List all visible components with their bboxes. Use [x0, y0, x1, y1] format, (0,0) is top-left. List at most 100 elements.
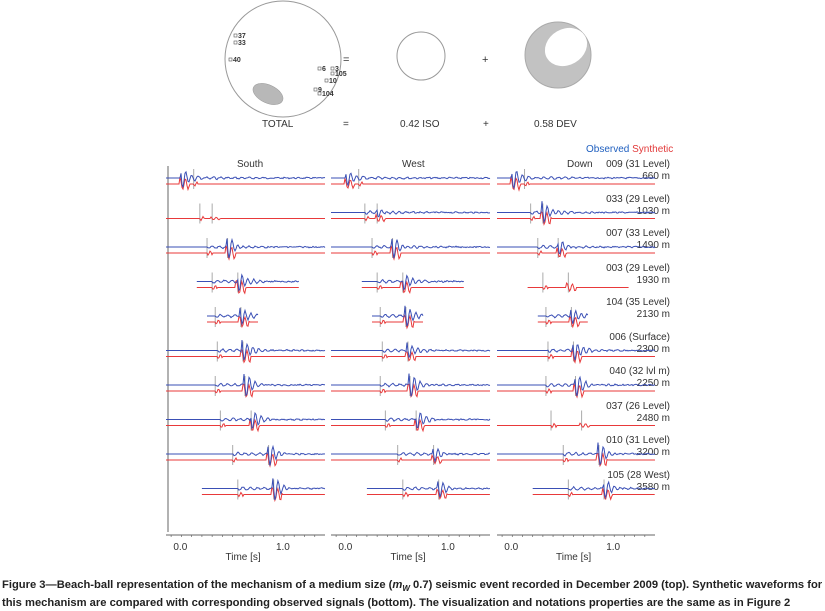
svg-text:10: 10 [329, 78, 337, 85]
waveform-trace-south [201, 478, 326, 503]
observed-waveform [166, 444, 326, 466]
station-name: 105 (28 West) [607, 469, 670, 481]
station-marker: 10 [324, 78, 337, 85]
observed-waveform [166, 237, 326, 258]
waveform-trace-down [527, 272, 629, 293]
station-marker: 33 [233, 40, 246, 47]
equals-label: = [343, 119, 349, 130]
iso-beachball [396, 31, 446, 81]
waveform-trace-west [331, 203, 490, 224]
station-distance: 2250 m [636, 378, 670, 389]
svg-text:3: 3 [335, 66, 339, 73]
figure-caption: Figure 3—Beach-ball representation of th… [2, 578, 824, 611]
station-label: 009 (31 Level) 660 m [606, 159, 670, 183]
total-beachball [224, 0, 342, 118]
synthetic-waveform [497, 348, 655, 365]
synthetic-waveform [497, 210, 655, 226]
synthetic-waveform [201, 485, 325, 503]
time-axis-label: Time [s] [556, 552, 592, 563]
waveform-trace-west [331, 410, 491, 433]
synthetic-waveform [331, 418, 490, 433]
dev-beachball [524, 21, 592, 89]
svg-text:37: 37 [238, 33, 246, 40]
caption-lead: Figure 3—Beach-ball representation of th… [2, 579, 393, 591]
station-label: 007 (33 Level) 1490 m [606, 228, 670, 252]
station-distance: 1490 m [636, 240, 670, 251]
observed-waveform [166, 411, 326, 430]
station-distance: 1930 m [636, 274, 670, 286]
synthetic-waveform [196, 279, 299, 295]
observed-waveform [331, 208, 490, 218]
station-name: 037 (26 Level) [606, 400, 670, 412]
station-name: 033 (29 Level) [606, 193, 670, 205]
waveform-trace-down [497, 375, 655, 399]
station-label: 010 (31 Level) 3200 m [606, 435, 670, 459]
waveform-trace-west [361, 272, 464, 295]
synthetic-waveform [207, 315, 258, 329]
observed-waveform [497, 442, 656, 466]
column-header-south: South [237, 159, 264, 170]
time-tick-label: 0.0 [338, 542, 353, 553]
waveform-panels [166, 166, 656, 537]
observed-waveform [196, 273, 300, 292]
column-header-down: Down [567, 159, 593, 170]
synthetic-waveform [166, 176, 325, 192]
station-label: 040 (32 lvl m) 2250 m [609, 366, 670, 390]
station-name: 104 (35 Level) [606, 297, 670, 308]
equals-sign: = [343, 54, 349, 66]
waveform-trace-west [331, 238, 491, 261]
waveform-trace-down [532, 479, 655, 501]
station-marker: 40 [228, 57, 241, 64]
synthetic-waveform [537, 313, 588, 329]
svg-text:9: 9 [318, 87, 322, 94]
svg-text:33: 33 [238, 40, 246, 47]
synthetic-waveform [361, 280, 464, 295]
waveform-trace-south [166, 169, 326, 192]
station-distance: 2300 m [636, 343, 670, 355]
observed-waveform [366, 481, 491, 498]
station-label: 105 (28 West) 3580 m [607, 470, 670, 494]
waveform-trace-south [166, 203, 325, 224]
station-name: 010 (31 Level) [606, 435, 670, 446]
total-compressional-region [252, 83, 284, 105]
observed-waveform [497, 375, 655, 397]
station-distance: 2480 m [636, 412, 670, 424]
station-label: 104 (35 Level) 2130 m [606, 297, 670, 321]
observed-waveform [537, 309, 589, 324]
time-tick-label: 1.0 [606, 542, 621, 553]
station-marker: 9 [313, 87, 322, 94]
synthetic-waveform [497, 452, 655, 468]
station-name: 040 (32 lvl m) [609, 366, 670, 377]
time-tick-label: 0.0 [173, 542, 188, 553]
observed-waveform [372, 305, 424, 327]
waveform-trace-south [166, 237, 326, 261]
waveform-trace-west [331, 169, 491, 190]
waveform-trace-south [166, 444, 326, 468]
station-marker: 104 [317, 91, 334, 98]
station-distance: 1030 m [636, 205, 670, 217]
time-axis-label: Time [s] [225, 552, 261, 563]
observed-waveform [331, 373, 491, 397]
waveform-trace-down [497, 442, 656, 468]
waveform-trace-down [497, 169, 656, 192]
caption-mw: mW [392, 579, 410, 594]
waveform-trace-west [331, 445, 491, 465]
observed-waveform [497, 344, 656, 361]
synthetic-waveform [166, 215, 325, 222]
svg-text:104: 104 [322, 91, 334, 98]
station-label: 033 (29 Level) 1030 m [606, 194, 670, 218]
waveform-trace-west [366, 479, 491, 500]
observed-waveform [331, 447, 491, 464]
observed-waveform [166, 170, 326, 188]
dev-label: 0.58 DEV [534, 119, 577, 130]
station-label: 006 (Surface) 2300 m [609, 332, 670, 356]
total-label: TOTAL [262, 119, 294, 130]
waveform-trace-west [372, 305, 424, 330]
station-marker: 37 [233, 33, 246, 40]
station-distance: 660 m [642, 171, 670, 182]
svg-text:6: 6 [322, 66, 326, 73]
station-name: 003 (29 Level) [606, 262, 670, 274]
station-distance: 3200 m [636, 447, 670, 458]
station-marker: 6 [317, 66, 326, 73]
